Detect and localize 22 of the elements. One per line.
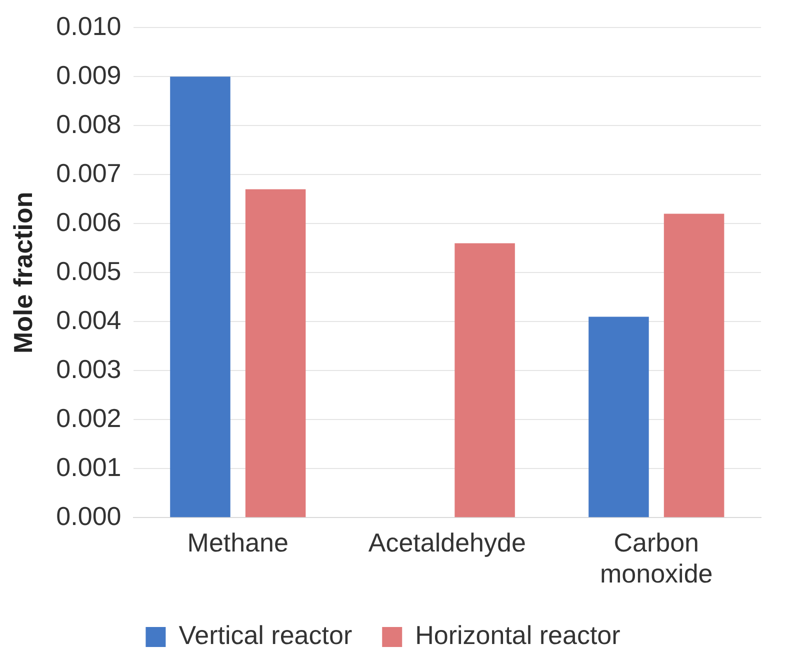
bar: [664, 214, 724, 518]
y-tick-label: 0.006: [56, 206, 122, 237]
y-tick-label: 0.003: [56, 354, 122, 384]
y-axis-title: Mole fraction: [8, 192, 38, 354]
bar: [588, 316, 649, 518]
y-tick-label: 0.008: [56, 108, 122, 139]
bar: [245, 189, 306, 518]
bar: [170, 76, 230, 518]
y-tick-label: 0.001: [56, 452, 122, 482]
y-tick-label: 0.002: [56, 402, 122, 433]
y-tick-label: 0.007: [56, 158, 122, 188]
y-tick-label: 0.009: [56, 60, 122, 90]
bar: [454, 243, 515, 518]
y-tick-label: 0.010: [56, 10, 122, 41]
y-tick-label: 0.000: [56, 500, 122, 531]
x-tick-label: Methane: [187, 527, 288, 558]
legend-label: Horizontal reactor: [415, 620, 621, 650]
x-tick-label: Carbon monoxide: [600, 527, 713, 589]
legend-label: Vertical reactor: [178, 620, 352, 650]
y-tick-label: 0.005: [56, 256, 122, 286]
y-tick-label: 0.004: [56, 304, 122, 335]
x-tick-label: Acetaldehyde: [368, 527, 526, 558]
